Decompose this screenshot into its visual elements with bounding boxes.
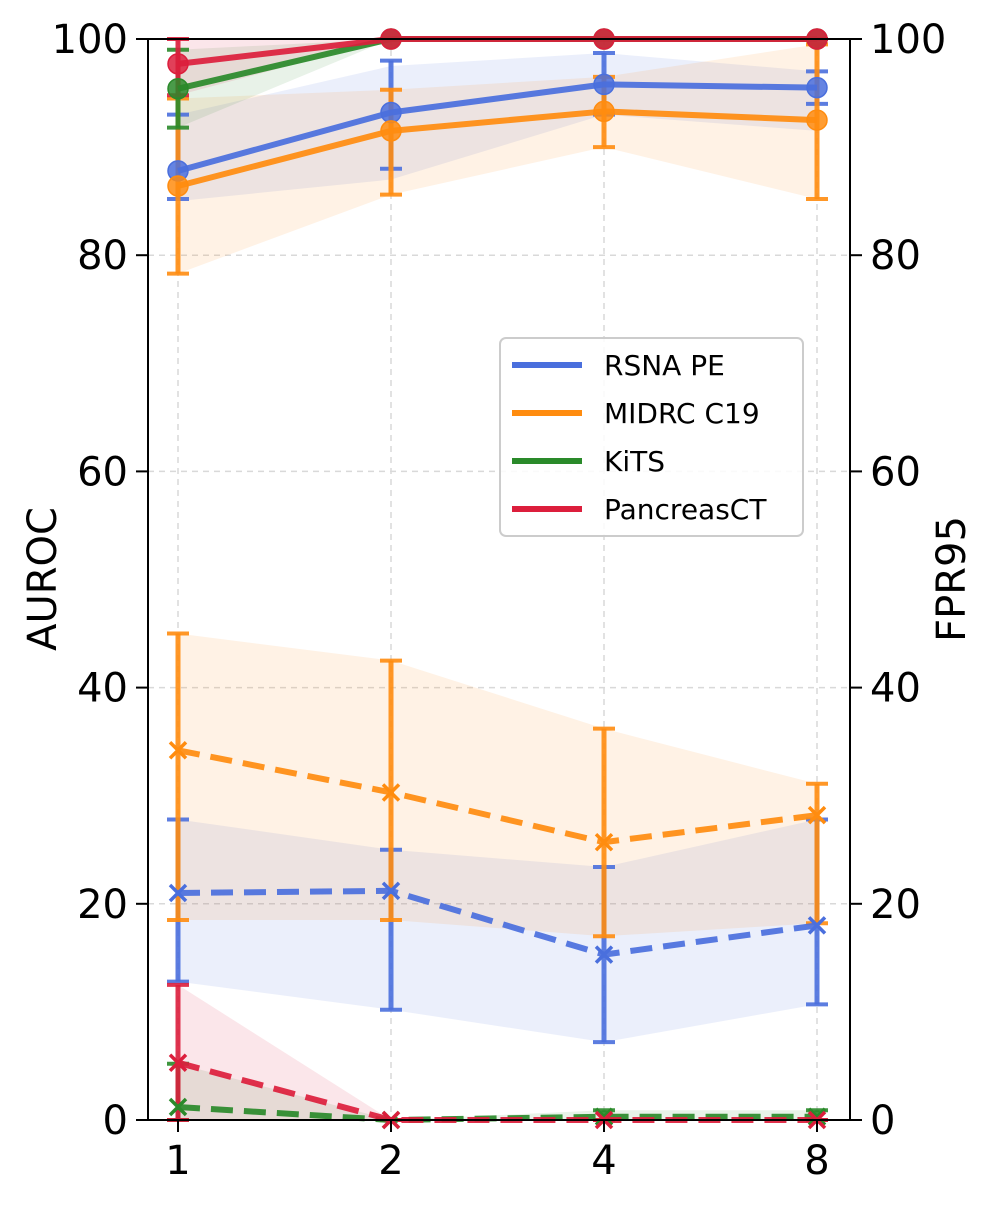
rsna-pe-auroc-point	[380, 101, 402, 124]
kits-fpr95-point	[168, 1097, 188, 1117]
y-tick-label-left: 100	[52, 17, 128, 63]
kits-auroc-band	[178, 39, 817, 128]
kits-fpr95-point	[594, 1107, 614, 1126]
kits-fpr95-point	[807, 1107, 827, 1126]
series-markers	[167, 28, 828, 1130]
kits-auroc-point	[167, 77, 189, 100]
y-tick-label-left: 60	[77, 449, 128, 495]
y-tick-label-left: 80	[77, 233, 128, 279]
legend-label-kits: KiTS	[604, 445, 665, 478]
legend-box	[499, 337, 804, 537]
midrc-c19-auroc-point	[380, 120, 402, 142]
rsna-pe-fpr95-point	[381, 881, 401, 901]
y-tick-label-right: 40	[870, 666, 921, 712]
kits-fpr95-line	[177, 1104, 817, 1123]
y-tick-label-right: 20	[870, 882, 921, 928]
midrc-c19-fpr95-line	[177, 747, 818, 846]
x-tick-label: 4	[591, 1138, 616, 1184]
rsna-pe-fpr95-point	[594, 945, 614, 964]
rsna-pe-auroc-band	[178, 53, 817, 202]
rsna-pe-auroc-line	[177, 81, 818, 174]
legend: RSNA PE MIDRC C19 KiTS PancreasCT	[499, 337, 804, 537]
y-tick-label-right: 100	[870, 17, 946, 63]
midrc-c19-fpr95-point	[594, 832, 614, 852]
y-axis-title-left: AUROC	[20, 507, 66, 651]
legend-label-midrc-c19: MIDRC C19	[604, 397, 760, 430]
x-tick-label: 2	[378, 1138, 403, 1184]
rsna-pe-auroc-point	[593, 73, 615, 96]
midrc-c19-auroc-band	[178, 44, 817, 274]
error-bands	[178, 39, 817, 1120]
midrc-c19-fpr95-point	[168, 741, 188, 760]
x-tick-label: 8	[804, 1138, 829, 1184]
midrc-c19-auroc-point	[806, 109, 828, 131]
y-tick-label-left: 20	[77, 882, 128, 928]
y-tick-label-right: 0	[870, 1098, 895, 1144]
rsna-pe-fpr95-line	[177, 887, 818, 958]
y-axis-title-right: FPR95	[929, 516, 975, 642]
y-tick-label-right: 60	[870, 449, 921, 495]
midrc-c19-fpr95-point	[807, 805, 827, 825]
rsna-pe-fpr95-band	[178, 819, 817, 1043]
pancreasct-fpr95-band	[178, 984, 817, 1120]
pancreasct-fpr95-point	[168, 1053, 188, 1072]
legend-label-rsna-pe: RSNA PE	[604, 349, 725, 382]
legend-label-pancreasct: PancreasCT	[604, 493, 767, 526]
midrc-c19-auroc-point	[167, 175, 189, 197]
x-tick-label: 1	[165, 1138, 190, 1184]
pancreasct-auroc-band	[178, 39, 817, 96]
midrc-c19-auroc-point	[593, 100, 615, 123]
midrc-c19-fpr95-point	[381, 783, 401, 802]
error-bars	[167, 37, 828, 1122]
y-tick-label-right: 80	[870, 233, 921, 279]
plot-frame	[147, 38, 851, 1121]
y-tick-label-left: 0	[103, 1098, 128, 1144]
y-tick-label-left: 40	[77, 666, 128, 712]
rsna-pe-fpr95-point	[807, 916, 827, 935]
pancreasct-auroc-point	[167, 53, 189, 75]
axes: 0 0 20 20 40 40 60 60 80 80 100 100 1 2 4 8	[52, 17, 947, 1184]
midrc-c19-fpr95-band	[178, 633, 817, 937]
rsna-pe-fpr95-point	[168, 883, 188, 903]
rsna-pe-auroc-point	[806, 76, 828, 99]
midrc-c19-auroc-line	[177, 108, 818, 189]
